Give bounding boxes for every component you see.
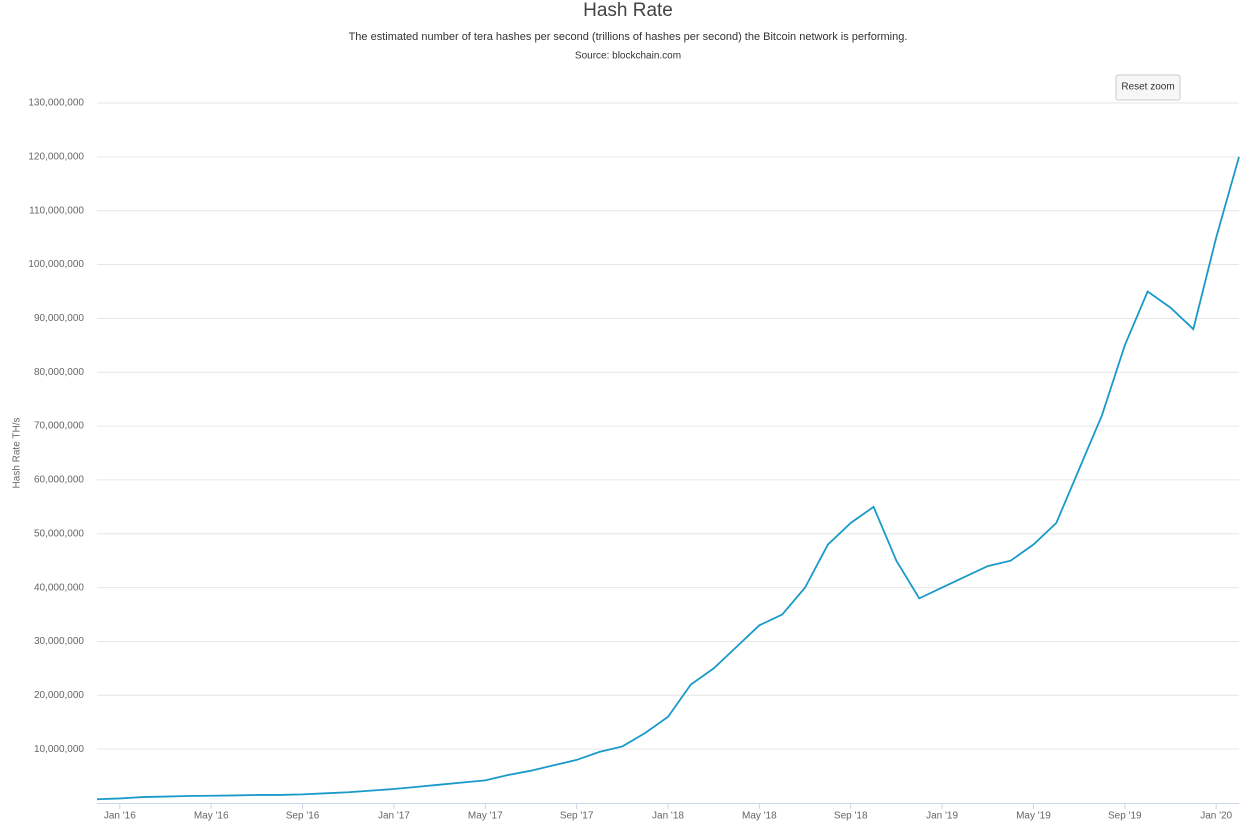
x-tick-label: May '17 <box>468 811 503 822</box>
y-tick-label: 120,000,000 <box>28 151 84 162</box>
y-tick-label: 30,000,000 <box>34 636 84 647</box>
y-tick-label: 40,000,000 <box>34 582 84 593</box>
chart-source: Source: blockchain.com <box>575 51 681 62</box>
y-tick-label: 50,000,000 <box>34 528 84 539</box>
x-tick-label: Sep '17 <box>560 811 594 822</box>
x-tick-label: Jan '16 <box>104 811 136 822</box>
data-line <box>96 156 1240 801</box>
y-tick-label: 60,000,000 <box>34 475 84 486</box>
x-tick-label: Sep '16 <box>286 811 320 822</box>
y-tick-label: 80,000,000 <box>34 367 84 378</box>
x-tick-label: May '19 <box>1016 811 1051 822</box>
y-tick-label: 10,000,000 <box>34 744 84 755</box>
chart-title: Hash Rate <box>583 0 673 21</box>
y-tick-label: 130,000,000 <box>28 98 84 109</box>
x-tick-label: Jan '18 <box>652 811 684 822</box>
x-tick-label: Jan '17 <box>378 811 410 822</box>
x-tick-label: Sep '19 <box>1108 811 1142 822</box>
y-tick-label: 100,000,000 <box>28 259 84 270</box>
y-tick-label: 110,000,000 <box>29 205 84 216</box>
y-tick-label: 20,000,000 <box>34 690 84 701</box>
x-tick-label: Jan '19 <box>926 811 958 822</box>
y-tick-label: 70,000,000 <box>34 421 84 432</box>
x-tick-label: May '16 <box>194 811 229 822</box>
y-tick-label: 90,000,000 <box>34 313 84 324</box>
reset-zoom-label[interactable]: Reset zoom <box>1121 82 1174 93</box>
x-tick-label: Jan '20 <box>1200 811 1232 822</box>
x-tick-label: Sep '18 <box>834 811 868 822</box>
chart-subtitle: The estimated number of tera hashes per … <box>349 31 908 43</box>
reset-zoom-button[interactable] <box>1115 74 1181 101</box>
x-tick-label: May '18 <box>742 811 777 822</box>
y-axis-label: Hash Rate TH/s <box>12 418 23 489</box>
